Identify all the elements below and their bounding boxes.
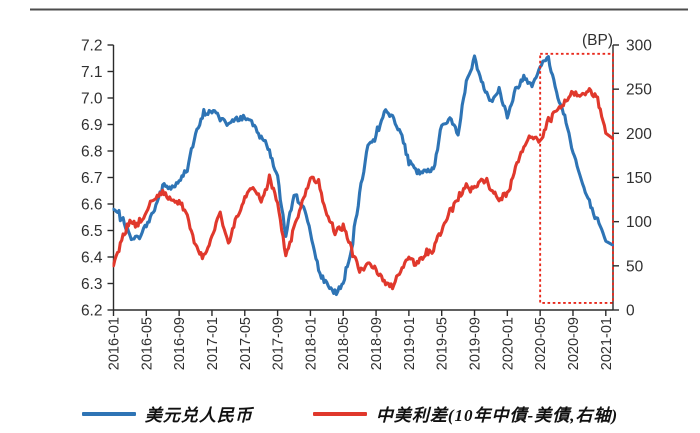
y-left-tick-label: 6.9 xyxy=(81,117,103,134)
x-axis-tick-label: 2018-09 xyxy=(369,317,385,370)
y-left-tick-label: 7.1 xyxy=(81,64,103,81)
y-left-tick-label: 6.5 xyxy=(81,223,103,240)
y-left-tick-label: 7.2 xyxy=(81,38,103,55)
y-right-tick-label: 100 xyxy=(626,214,652,231)
axes-layer: 7.2 7.1 7.0 6.9 6.8 6.7 6.6 6.5 6.4 6.3 6.2 300 250 2… xyxy=(81,38,652,371)
right-axis-unit-label: (BP) xyxy=(582,32,613,49)
series-line-usdcny xyxy=(112,54,614,297)
x-axis-tick-label: 2016-05 xyxy=(139,317,155,370)
y-left-tick-label: 6.2 xyxy=(81,303,103,320)
x-axis-tick-label: 2017-01 xyxy=(205,317,221,370)
y-left-tick-label: 7.0 xyxy=(81,91,103,108)
x-axis-tick-label: 2020-09 xyxy=(566,317,582,370)
highlight-box xyxy=(539,52,614,304)
x-axis-tick-label: 2020-01 xyxy=(500,317,516,370)
x-axis-tick-label: 2017-05 xyxy=(238,317,254,370)
legend-label-usdcny: 美元兑人民币 xyxy=(144,406,253,425)
y-right-tick-label: 150 xyxy=(626,170,652,187)
y-right-tick-label: 250 xyxy=(626,82,652,99)
x-axis-tick-label: 2019-01 xyxy=(402,317,418,370)
x-axis-tick-label: 2017-09 xyxy=(271,317,287,370)
y-left-tick-label: 6.3 xyxy=(81,276,103,293)
legend: 美元兑人民币 中美利差(10年中債-美債,右轴) xyxy=(0,401,700,426)
y-left-tick-label: 6.6 xyxy=(81,197,103,214)
x-axis-tick-label: 2016-01 xyxy=(107,317,123,370)
series-layer xyxy=(112,54,614,297)
y-left-tick-label: 6.4 xyxy=(81,250,103,267)
y-left-tick-label: 6.7 xyxy=(81,170,103,187)
y-right-tick-label: 300 xyxy=(626,38,652,55)
x-axis-tick-label: 2019-09 xyxy=(468,317,484,370)
y-right-tick-label: 0 xyxy=(626,303,635,320)
legend-item-spread: 中美利差(10年中債-美債,右轴) xyxy=(312,401,619,426)
y-right-tick-label: 50 xyxy=(626,258,644,275)
series-line-spread xyxy=(112,87,614,291)
y-left-tick-label: 6.8 xyxy=(81,144,103,161)
x-axis-tick-label: 2019-05 xyxy=(435,317,451,370)
legend-line-swatch-blue xyxy=(81,411,136,416)
x-axis-tick-label: 2018-05 xyxy=(336,317,352,370)
x-axis-tick-label: 2021-01 xyxy=(599,317,615,370)
legend-label-spread: 中美利差(10年中債-美債,右轴) xyxy=(375,406,619,425)
x-axis-tick-label: 2018-01 xyxy=(303,317,319,370)
x-axis-tick-label: 2020-05 xyxy=(533,317,549,370)
annotation-box-layer xyxy=(539,52,614,304)
x-axis-tick-label: 2016-09 xyxy=(172,317,188,370)
legend-item-usdcny: 美元兑人民币 xyxy=(81,401,253,426)
y-right-tick-label: 200 xyxy=(626,126,652,143)
legend-line-swatch-red xyxy=(312,411,367,416)
